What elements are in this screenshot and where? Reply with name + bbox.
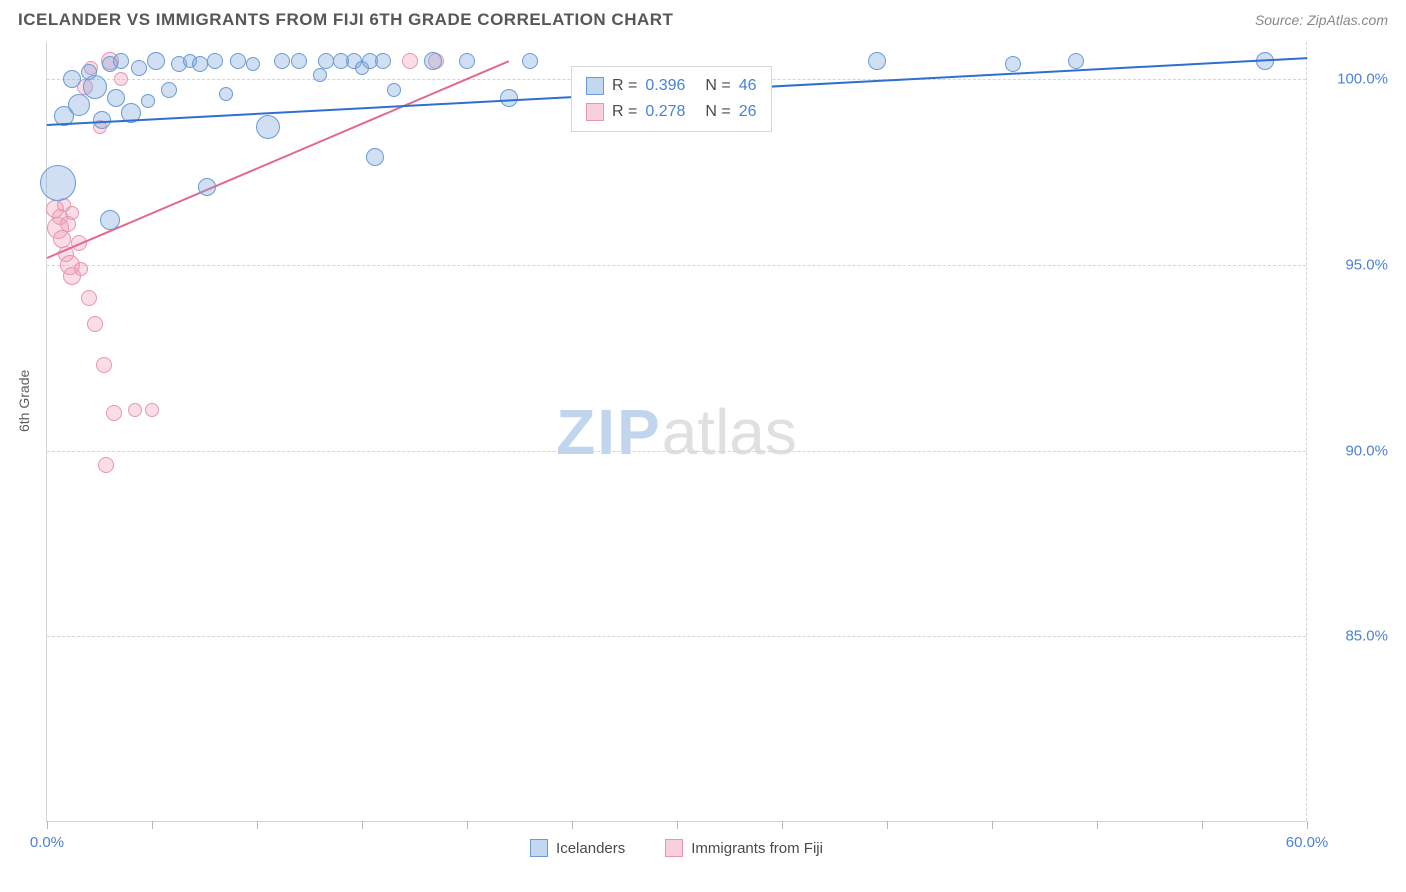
- x-tick: [1307, 821, 1308, 829]
- plot-wrapper: 6th Grade ZIPatlas 85.0%90.0%95.0%100.0%…: [46, 42, 1306, 822]
- icelanders-point: [63, 70, 81, 88]
- n-label: N =: [705, 73, 730, 99]
- legend-item-fiji: Immigrants from Fiji: [665, 839, 823, 857]
- y-tick-label: 100.0%: [1337, 71, 1388, 88]
- fiji-point: [402, 53, 418, 69]
- icelanders-point: [291, 53, 307, 69]
- legend-item-icelanders: Icelanders: [530, 839, 625, 857]
- fiji-point: [87, 316, 103, 332]
- x-tick: [887, 821, 888, 829]
- icelanders-point: [230, 53, 246, 69]
- x-tick: [362, 821, 363, 829]
- chart-title: ICELANDER VS IMMIGRANTS FROM FIJI 6TH GR…: [18, 10, 673, 30]
- icelanders-point: [868, 52, 886, 70]
- watermark: ZIPatlas: [556, 395, 797, 469]
- n-value: 46: [739, 73, 757, 99]
- x-tick: [152, 821, 153, 829]
- fiji-point: [96, 357, 112, 373]
- watermark-light: atlas: [662, 396, 797, 468]
- x-tick: [992, 821, 993, 829]
- r-value: 0.396: [645, 73, 685, 99]
- fiji-point: [114, 72, 128, 86]
- icelanders-legend-swatch: [530, 839, 548, 857]
- fiji-point: [98, 457, 114, 473]
- icelanders-point: [100, 210, 120, 230]
- icelanders-point: [219, 87, 233, 101]
- fiji-point: [74, 262, 88, 276]
- icelanders-point: [366, 148, 384, 166]
- icelanders-point: [424, 52, 442, 70]
- icelanders-point: [274, 53, 290, 69]
- x-tick: [257, 821, 258, 829]
- icelanders-point: [198, 178, 216, 196]
- icelanders-point: [68, 94, 90, 116]
- fiji-point: [106, 405, 122, 421]
- stats-row-fiji: R = 0.278 N = 26: [586, 99, 757, 125]
- icelanders-point: [113, 53, 129, 69]
- bottom-legend: Icelanders Immigrants from Fiji: [47, 839, 1306, 857]
- fiji-point: [128, 403, 142, 417]
- x-tick: [782, 821, 783, 829]
- y-tick-label: 85.0%: [1345, 628, 1388, 645]
- watermark-bold: ZIP: [556, 396, 662, 468]
- icelanders-point: [318, 53, 334, 69]
- x-tick: [467, 821, 468, 829]
- icelanders-point: [1068, 53, 1084, 69]
- legend-label: Immigrants from Fiji: [691, 840, 823, 857]
- x-tick: [1097, 821, 1098, 829]
- icelanders-point: [375, 53, 391, 69]
- x-tick: [572, 821, 573, 829]
- icelanders-point: [107, 89, 125, 107]
- icelanders-point: [207, 53, 223, 69]
- x-tick: [47, 821, 48, 829]
- plot-area: ZIPatlas 85.0%90.0%95.0%100.0%0.0%60.0%R…: [46, 42, 1306, 822]
- fiji-legend-swatch: [665, 839, 683, 857]
- icelanders-point: [83, 75, 107, 99]
- gridline: [47, 451, 1306, 452]
- r-value: 0.278: [645, 99, 685, 125]
- y-tick-label: 95.0%: [1345, 256, 1388, 273]
- icelanders-point: [459, 53, 475, 69]
- stats-box: R = 0.396 N = 46 R = 0.278 N = 26: [571, 66, 772, 132]
- fiji-point: [145, 403, 159, 417]
- legend-label: Icelanders: [556, 840, 625, 857]
- icelanders-point: [313, 68, 327, 82]
- icelanders-point: [256, 115, 280, 139]
- icelanders-point: [500, 89, 518, 107]
- y-tick-label: 90.0%: [1345, 442, 1388, 459]
- icelanders-point: [1005, 56, 1021, 72]
- fiji-point: [81, 290, 97, 306]
- fiji-point: [65, 206, 79, 220]
- icelanders-point: [141, 94, 155, 108]
- stats-row-icelanders: R = 0.396 N = 46: [586, 73, 757, 99]
- icelanders-swatch: [586, 77, 604, 95]
- source-attribution: Source: ZipAtlas.com: [1255, 12, 1388, 28]
- icelanders-point: [387, 83, 401, 97]
- icelanders-point: [522, 53, 538, 69]
- gridline: [47, 636, 1306, 637]
- n-value: 26: [739, 99, 757, 125]
- icelanders-point: [161, 82, 177, 98]
- icelanders-point: [131, 60, 147, 76]
- x-tick: [1202, 821, 1203, 829]
- icelanders-point: [40, 165, 76, 201]
- n-label: N =: [705, 99, 730, 125]
- icelanders-point: [246, 57, 260, 71]
- y-axis-label: 6th Grade: [16, 370, 32, 432]
- x-tick: [677, 821, 678, 829]
- gridline: [47, 265, 1306, 266]
- title-bar: ICELANDER VS IMMIGRANTS FROM FIJI 6TH GR…: [0, 0, 1406, 38]
- fiji-swatch: [586, 103, 604, 121]
- icelanders-point: [147, 52, 165, 70]
- r-label: R =: [612, 73, 637, 99]
- r-label: R =: [612, 99, 637, 125]
- icelanders-point: [192, 56, 208, 72]
